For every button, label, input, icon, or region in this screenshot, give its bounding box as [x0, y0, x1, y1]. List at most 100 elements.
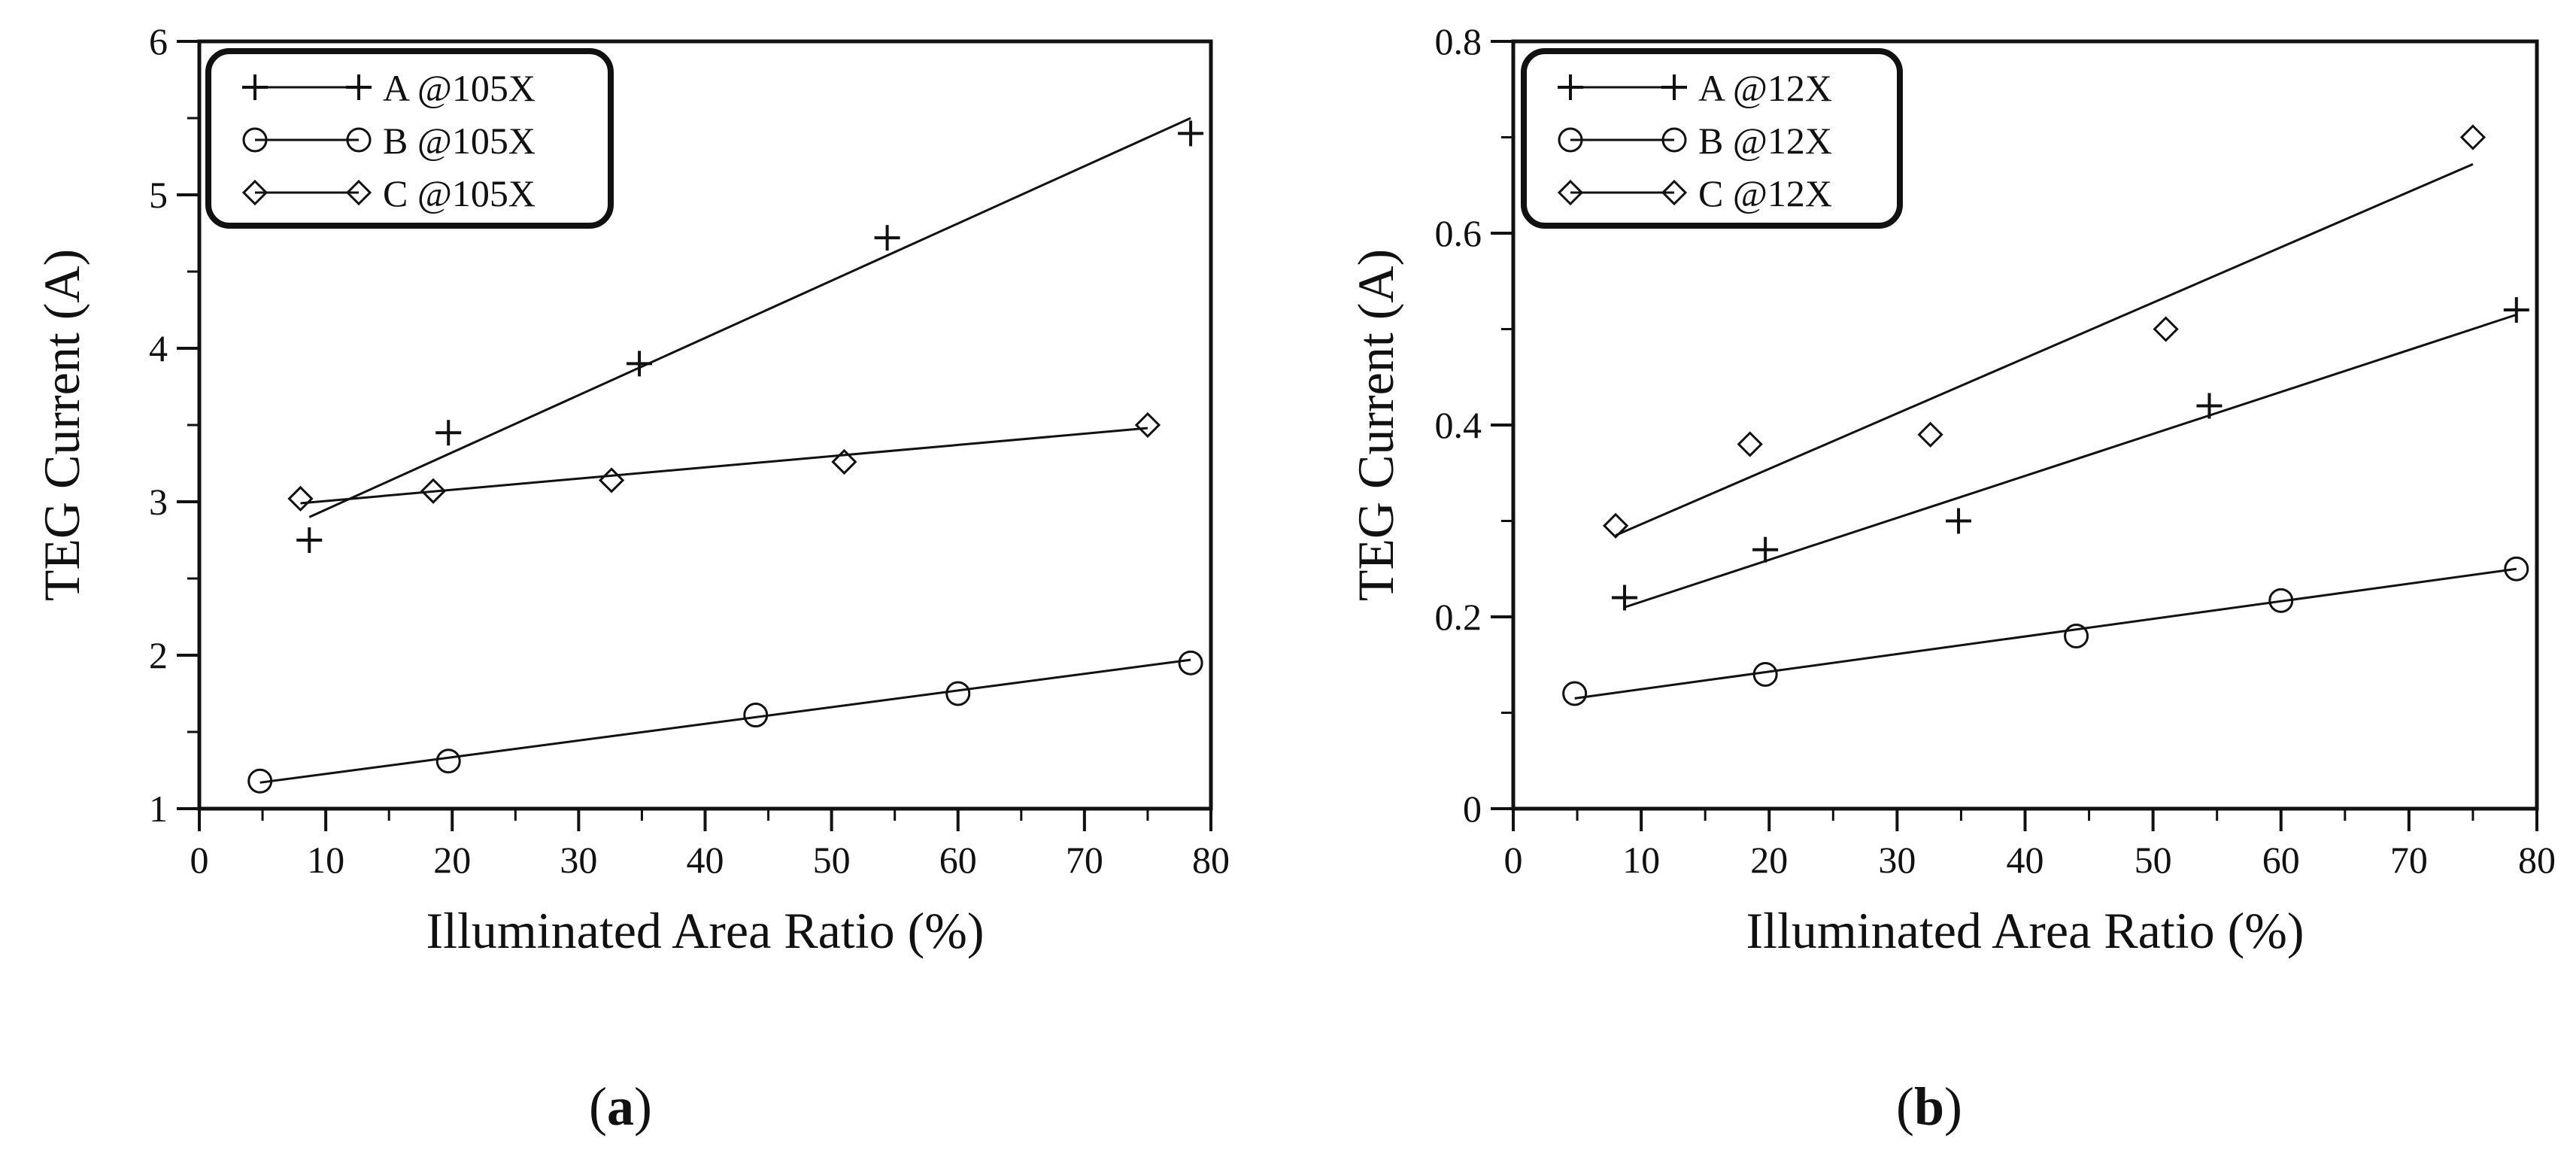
y-tick-label: 0.6: [1435, 212, 1482, 254]
data-point: [420, 478, 447, 504]
chart-panel-a: 0 10 20 30 40 50 60 70 80 1 2 3 4 5 6 Illuminated Area …: [33, 20, 1230, 1137]
legend-label: C @12X: [1698, 172, 1832, 214]
data-point: [287, 485, 314, 512]
x-axis-label: Illuminated Area Ratio (%): [426, 902, 984, 959]
data-point: [1612, 585, 1638, 611]
data-point: [1178, 120, 1204, 147]
data-point: [247, 768, 273, 794]
y-axis-label: TEG Current (A): [33, 249, 90, 601]
legend-marker: [346, 74, 372, 100]
fit-line: [1574, 567, 2517, 700]
panel-label: (a): [589, 1076, 652, 1137]
legend-box: [1521, 48, 1903, 229]
data-point: [435, 748, 461, 774]
series-1: [1612, 297, 2529, 611]
x-tick-label: 80: [1192, 839, 1230, 881]
data-point: [874, 225, 900, 251]
legend-marker: [1661, 74, 1687, 100]
x-tick-label: 40: [2007, 839, 2044, 881]
fit-line: [1615, 162, 2474, 537]
legend-marker: [1557, 179, 1584, 206]
legend: A @105X B @105X C @105X: [205, 48, 614, 229]
data-point: [2196, 393, 2223, 419]
legend-marker: [1558, 127, 1583, 153]
x-axis-label: Illuminated Area Ratio (%): [1746, 902, 2304, 959]
panel-label: (b): [1896, 1076, 1962, 1137]
data-point: [1134, 411, 1161, 439]
x-tick-label: 20: [1750, 839, 1788, 881]
legend: A @12X B @12X C @12X: [1521, 48, 1903, 229]
legend-label: B @105X: [383, 120, 536, 162]
data-point: [1752, 662, 1778, 687]
x-tick-label: 70: [1066, 839, 1103, 881]
legend-label: C @105X: [383, 172, 536, 214]
x-tick-label: 30: [560, 839, 597, 881]
fit-line: [300, 427, 1148, 505]
data-point: [945, 681, 971, 706]
chart-panel-b: 0 10 20 30 40 50 60 70 80 0 0.2 0.4 0.6 0.8 Illuminate…: [1347, 20, 2556, 1137]
data-point: [831, 448, 857, 475]
y-tick-label: 4: [149, 327, 168, 369]
legend-label: B @12X: [1698, 120, 1832, 162]
data-point: [2504, 556, 2529, 581]
x-tick-label: 80: [2518, 839, 2556, 881]
data-point: [627, 351, 653, 377]
y-tick-label: 0: [1463, 788, 1482, 830]
data-point: [2503, 297, 2529, 323]
legend-marker: [345, 179, 372, 206]
y-tick-label: 0.8: [1435, 20, 1482, 62]
y-tick-label: 0.4: [1435, 404, 1482, 446]
x-tick-label: 30: [1878, 839, 1916, 881]
fit-line: [1624, 313, 2517, 609]
data-point: [2153, 316, 2179, 342]
y-tick-label: 0.2: [1435, 596, 1482, 638]
data-point: [2268, 588, 2294, 613]
series-2: [247, 650, 1203, 794]
legend-marker: [242, 127, 268, 153]
series-3: [1602, 124, 2486, 539]
y-tick-label: 6: [149, 20, 168, 62]
legend-box: [205, 48, 614, 229]
y-axis-label: TEG Current (A): [1347, 249, 1404, 601]
x-tick-label: 20: [433, 839, 471, 881]
data-point: [2064, 624, 2089, 648]
x-tick-label: 40: [687, 839, 724, 881]
legend-marker: [1661, 179, 1688, 206]
data-point: [743, 703, 769, 728]
data-point: [1178, 650, 1203, 676]
x-tick-label: 0: [190, 839, 209, 881]
legend-marker: [1661, 127, 1687, 153]
data-point: [2459, 124, 2486, 150]
x-tick-label: 60: [2262, 839, 2300, 881]
y-tick-label: 3: [149, 481, 168, 523]
data-point: [435, 420, 462, 446]
data-point: [296, 527, 323, 553]
data-point: [1562, 681, 1588, 706]
x-tick-label: 0: [1504, 839, 1523, 881]
legend-label: A @12X: [1698, 67, 1832, 109]
legend-label: A @105X: [383, 67, 536, 109]
x-tick-label: 60: [939, 839, 977, 881]
legend-marker: [346, 127, 372, 153]
x-tick-label: 10: [1622, 839, 1660, 881]
data-point: [1946, 508, 1972, 534]
x-tick-label: 50: [2135, 839, 2172, 881]
data-point: [1752, 536, 1779, 563]
data-point: [1917, 421, 1943, 448]
series-1: [296, 117, 1204, 553]
y-tick-label: 1: [149, 788, 168, 830]
data-point: [1602, 512, 1629, 539]
x-tick-label: 50: [813, 839, 851, 881]
x-tick-label: 10: [307, 839, 344, 881]
legend-marker: [242, 74, 268, 100]
fit-line: [259, 658, 1191, 784]
series-3: [287, 411, 1161, 512]
fit-line: [308, 117, 1191, 518]
x-tick-label: 70: [2390, 839, 2428, 881]
legend-marker: [241, 179, 269, 206]
series-2: [1562, 556, 2529, 706]
legend-marker: [1558, 74, 1583, 100]
y-tick-label: 5: [149, 174, 168, 216]
y-tick-label: 2: [149, 634, 168, 676]
